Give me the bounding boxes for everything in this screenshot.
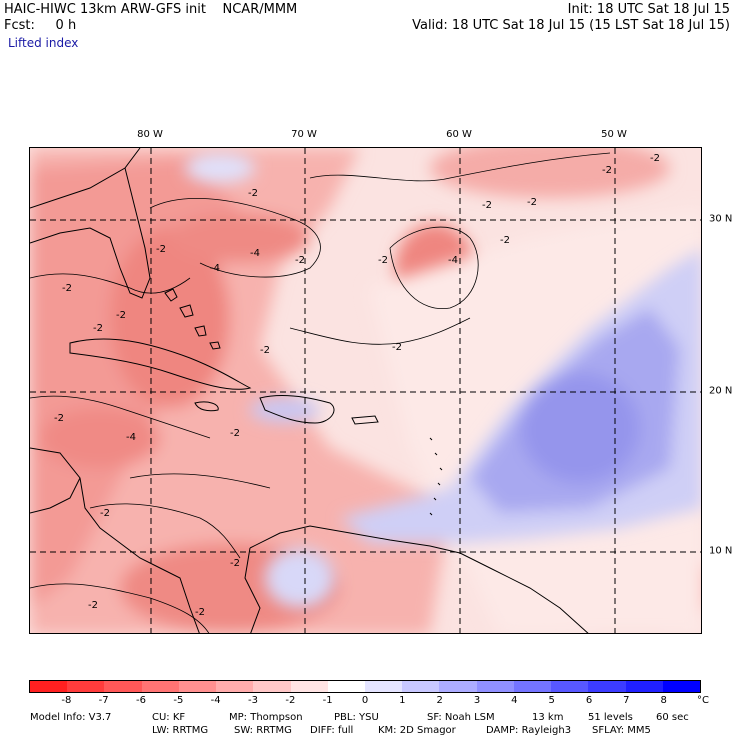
contour-label: -2 [230, 428, 240, 439]
colorbar-tick-label: -7 [98, 695, 109, 706]
contour-labels: -2 -2 -2 -2 -4 -2 -2 -4 -2 -2 -2 -2 -2 -… [54, 153, 660, 618]
mp-info: MP: Thompson [229, 712, 303, 723]
lat-label-30n: 30 N [709, 213, 733, 225]
contour-label: -2 [500, 235, 510, 246]
contour-label: -2 [54, 413, 64, 424]
colorbar-tick-label: 1 [399, 695, 406, 706]
colorbar-tick-label: -1 [322, 695, 333, 706]
colorbar-segment [513, 681, 552, 692]
coastlines [30, 148, 589, 633]
colorbar-tick-label: -3 [248, 695, 258, 706]
sf-info: SF: Noah LSM [427, 712, 495, 723]
lon-label-80w: 80 W [137, 129, 163, 140]
colorbar-ticks: -8 -7 -6 -5 -4 -3 -2 -1 0 1 2 3 4 5 6 7 8 [29, 695, 701, 707]
contour-label: -4 [210, 263, 220, 274]
contour-label: -2 [378, 255, 388, 266]
lifted-index-field: -2 -2 -2 -2 -4 -2 -2 -4 -2 -2 -2 -2 -2 -… [30, 148, 701, 633]
contour-label: -2 [100, 508, 110, 519]
pbl-info: PBL: YSU [334, 712, 379, 723]
colorbar-unit: °C [697, 695, 709, 706]
contour-label: -2 [602, 165, 612, 176]
diff-info: DIFF: full [310, 725, 354, 736]
lw-info: LW: RRTMG [152, 725, 209, 736]
colorbar-tick-label: 5 [548, 695, 555, 706]
colorbar-segment [30, 681, 68, 692]
cu-info: CU: KF [152, 712, 186, 723]
valid-time: Valid: 18 UTC Sat 18 Jul 15 (15 LST Sat … [412, 18, 730, 33]
colorbar-segment [104, 681, 142, 692]
contour-label: -2 [88, 600, 98, 611]
contour-label: -2 [482, 200, 492, 211]
colorbar-segment [141, 681, 179, 692]
colorbar-segment [439, 681, 477, 692]
colorbar-segment [625, 681, 663, 692]
contour-label: -4 [448, 255, 458, 266]
colorbar-segment [402, 681, 440, 692]
contour-label: -4 [250, 248, 260, 259]
colorbar-segment [364, 681, 403, 692]
colorbar-segment [476, 681, 514, 692]
positive-region [185, 153, 701, 608]
colorbar-segment [588, 681, 626, 692]
contour-label: -2 [392, 342, 402, 353]
contour-label: -2 [230, 558, 240, 569]
lon-label-70w: 70 W [291, 129, 317, 140]
contour-label: -2 [650, 153, 660, 164]
sw-info: SW: RRTMG [234, 725, 292, 736]
contour-label: -2 [156, 244, 166, 255]
map-title: HAIC-HIWC 13km ARW-GFS init NCAR/MMM [4, 2, 298, 17]
colorbar-tick-label: -6 [136, 695, 146, 706]
damp-info: DAMP: Rayleigh3 [486, 725, 572, 736]
levels-info: 51 levels [588, 712, 633, 723]
forecast-hour: Fcst: 0 h [4, 18, 77, 33]
contour-label: -2 [527, 197, 537, 208]
contour-lines [30, 152, 611, 633]
map-panel: -2 -2 -2 -2 -4 -2 -2 -4 -2 -2 -2 -2 -2 -… [29, 147, 702, 634]
sflay-info: SFLAY: MM5 [592, 725, 651, 736]
colorbar-tick-label: 6 [585, 695, 593, 706]
lon-label-60w: 60 W [446, 129, 472, 140]
contour-label: -4 [126, 432, 136, 443]
colorbar-tick-label: -4 [210, 695, 221, 706]
colorbar-segment [178, 681, 217, 692]
contour-label: -2 [248, 188, 258, 199]
colorbar [29, 680, 701, 693]
lon-label-50w: 50 W [601, 129, 627, 140]
colorbar-segment [290, 681, 328, 692]
colorbar-tick-label: -8 [61, 695, 72, 706]
contour-label: -2 [295, 255, 305, 266]
colorbar-segment [216, 681, 254, 692]
timestep-info: 60 sec [656, 712, 689, 723]
contour-label: -2 [93, 323, 103, 334]
colorbar-segment [551, 681, 589, 692]
colorbar-tick-label: -2 [285, 695, 296, 706]
lat-lon-grid [30, 148, 701, 633]
colorbar-tick-label: 3 [473, 695, 481, 706]
resolution-info: 13 km [532, 712, 564, 723]
colorbar-tick-label: 4 [511, 695, 518, 706]
colorbar-segment [662, 681, 700, 692]
contour-label: -2 [116, 310, 126, 321]
colorbar-tick-label: -5 [173, 695, 184, 706]
contour-label: -2 [62, 283, 72, 294]
init-time: Init: 18 UTC Sat 18 Jul 15 [567, 2, 730, 17]
contour-label: -2 [260, 345, 270, 356]
colorbar-tick-label: 7 [623, 695, 630, 706]
colorbar-tick-label: 0 [361, 695, 369, 706]
field-name: Lifted index [8, 36, 79, 50]
model-info: Model Info: V3.7 [30, 712, 112, 723]
lat-label-20n: 20 N [709, 385, 733, 397]
colorbar-segment [67, 681, 105, 692]
km-info: KM: 2D Smagor [378, 725, 456, 736]
colorbar-segment [253, 681, 291, 692]
colorbar-tick-label: 8 [660, 695, 667, 706]
contour-label: -2 [195, 607, 205, 618]
colorbar-tick-label: 2 [436, 695, 443, 706]
lat-label-10n: 10 N [709, 545, 733, 557]
colorbar-segment [327, 681, 365, 692]
